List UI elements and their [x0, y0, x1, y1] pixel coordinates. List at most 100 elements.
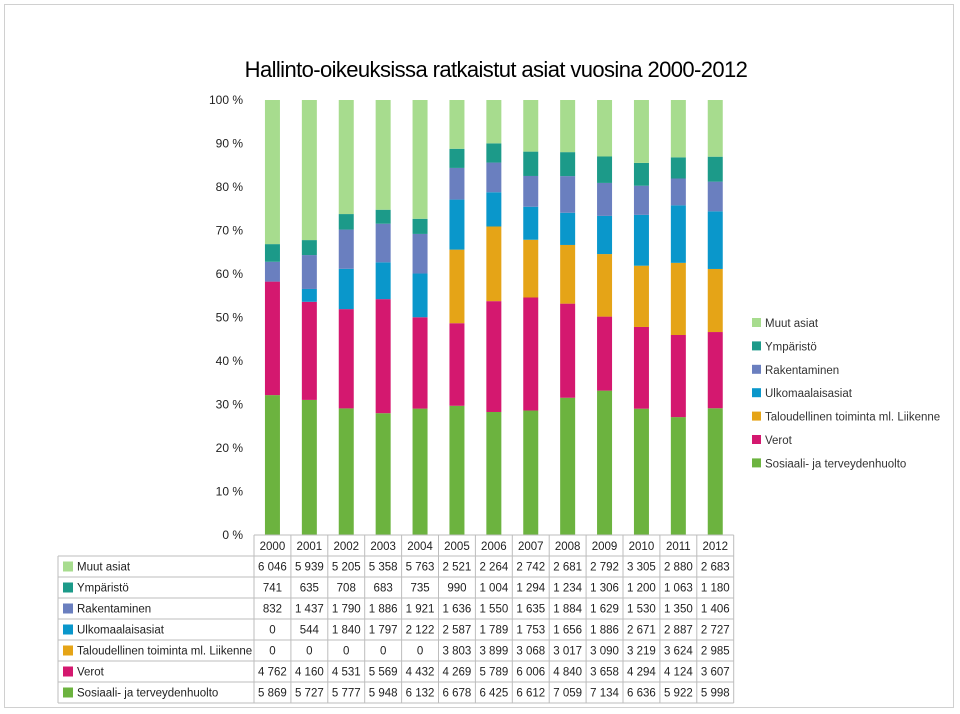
bar-segment	[264, 261, 280, 282]
bar-segment	[597, 390, 613, 535]
data-label: 1 629	[590, 604, 619, 616]
data-label: 6 006	[516, 667, 545, 679]
legend-key	[752, 411, 761, 421]
data-label: 3 068	[516, 646, 545, 658]
table-legend-key	[63, 582, 73, 593]
bar-segment	[707, 332, 723, 409]
chart-frame	[4, 4, 954, 708]
data-label: 6 046	[258, 562, 287, 574]
x-tick-label: 2004	[407, 541, 433, 553]
legend-label: Muut asiat	[765, 318, 819, 330]
data-label: 0	[417, 646, 423, 658]
bar-segment	[560, 100, 576, 153]
data-label: 0	[269, 625, 275, 637]
bar-segment	[338, 408, 354, 535]
bar-segment	[412, 218, 428, 234]
data-label: 1 180	[701, 583, 730, 595]
data-label: 2 727	[701, 625, 730, 637]
bar-segment	[670, 334, 686, 418]
data-label: 2 742	[516, 562, 545, 574]
bar-segment	[264, 100, 280, 245]
bar-segment	[670, 417, 686, 535]
data-label: 4 840	[553, 667, 582, 679]
data-label: 3 305	[627, 562, 656, 574]
data-label: 1 530	[627, 604, 656, 616]
data-label: 2 985	[701, 646, 730, 658]
data-label: 683	[374, 583, 393, 595]
bar-segment	[707, 268, 723, 333]
y-tick-label: 70 %	[216, 224, 244, 238]
bar-segment	[301, 399, 317, 535]
bar-segment	[707, 156, 723, 182]
x-tick-label: 2007	[518, 541, 544, 553]
data-label: 735	[410, 583, 429, 595]
data-label: 1 306	[590, 583, 619, 595]
data-label: 5 922	[664, 688, 693, 700]
data-label: 1 886	[590, 625, 619, 637]
bar-segment	[523, 100, 539, 152]
data-label: 1 884	[553, 604, 582, 616]
bar-segment	[597, 156, 613, 183]
bar-segment	[301, 301, 317, 400]
bar-segment	[670, 262, 686, 335]
data-label: 3 803	[443, 646, 472, 658]
bar-segment	[338, 229, 354, 269]
legend-key	[752, 341, 761, 351]
x-tick-label: 2005	[444, 541, 470, 553]
x-tick-label: 2000	[260, 541, 286, 553]
bar-segment	[449, 249, 465, 324]
bar-segment	[375, 262, 391, 300]
bar-segment	[338, 214, 354, 230]
data-label: 5 789	[479, 667, 508, 679]
data-label: 4 531	[332, 667, 361, 679]
data-label: 1 437	[295, 604, 324, 616]
data-label: 7 059	[553, 688, 582, 700]
table-legend-key	[63, 666, 73, 677]
data-label: 1 350	[664, 604, 693, 616]
legend-label: Ympäristö	[765, 341, 817, 353]
bar-segment	[486, 411, 502, 535]
y-tick-label: 50 %	[216, 311, 244, 325]
bar-segment	[449, 167, 465, 200]
x-tick-label: 2003	[370, 541, 396, 553]
data-label: 1 004	[479, 583, 508, 595]
data-label: 1 635	[516, 604, 545, 616]
legend-key	[752, 458, 761, 468]
bar-segment	[707, 408, 723, 535]
bar-segment	[486, 192, 502, 227]
data-label: 990	[447, 583, 466, 595]
bar-segment	[633, 100, 649, 163]
data-label: 5 939	[295, 562, 324, 574]
data-label: 3 219	[627, 646, 656, 658]
data-label: 5 777	[332, 688, 361, 700]
bar-segment	[560, 152, 576, 177]
data-label: 5 205	[332, 562, 361, 574]
data-label: 1 294	[516, 583, 545, 595]
table-row-label: Ulkomaalaisasiat	[77, 625, 165, 637]
data-label: 2 671	[627, 625, 656, 637]
bar-segment	[449, 199, 465, 250]
y-tick-label: 100 %	[209, 93, 243, 107]
bar-segment	[486, 143, 502, 163]
bar-segment	[338, 309, 354, 409]
data-label: 1 789	[479, 625, 508, 637]
data-label: 3 017	[553, 646, 582, 658]
bar-segment	[264, 395, 280, 535]
data-label: 1 063	[664, 583, 693, 595]
legend-key	[752, 435, 761, 444]
bar-segment	[560, 397, 576, 535]
data-label: 2 683	[701, 562, 730, 574]
data-label: 4 269	[443, 667, 472, 679]
table-row-label: Taloudellinen toiminta ml. Liikenne	[77, 646, 252, 658]
data-label: 1 840	[332, 625, 361, 637]
chart-title: Hallinto-oikeuksissa ratkaistut asiat vu…	[245, 57, 748, 82]
data-label: 4 762	[258, 667, 287, 679]
bar-segment	[597, 254, 613, 317]
data-label: 1 234	[553, 583, 582, 595]
data-label: 1 790	[332, 604, 361, 616]
bar-segment	[560, 176, 576, 213]
bar-segment	[707, 100, 723, 157]
y-axis: 0 % 10 % 20 % 30 % 40 % 50 % 60 % 70 % 80 % 90 % 1…	[209, 93, 243, 542]
plot-area	[264, 100, 723, 535]
